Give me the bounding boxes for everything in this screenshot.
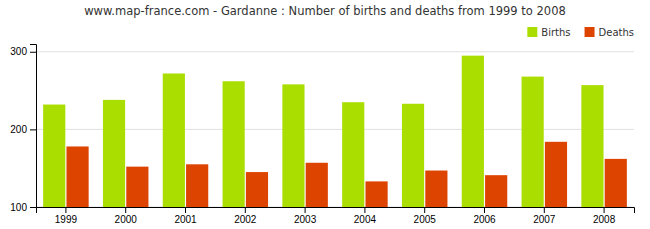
- y-tick-label: 100: [10, 202, 27, 213]
- title: www.map-france.com - Gardanne : Number o…: [84, 4, 566, 18]
- x-tick: 2001: [174, 207, 197, 225]
- x-tick-label: 2001: [174, 214, 197, 225]
- x-tick-label: 2008: [593, 214, 616, 225]
- legend-label: Births: [541, 27, 570, 38]
- bar: [605, 159, 627, 207]
- x-tick: 2000: [115, 207, 138, 225]
- legend-label: Deaths: [599, 27, 634, 38]
- x-tick-mark: [484, 207, 485, 213]
- bar: [365, 181, 387, 207]
- legend-swatch: [585, 27, 595, 37]
- x-tick-label: 2004: [354, 214, 377, 225]
- bars: [43, 56, 627, 207]
- bar: [246, 172, 268, 207]
- bar: [522, 77, 544, 207]
- grid: [36, 52, 634, 207]
- bar: [163, 73, 185, 207]
- grid-line: [36, 129, 634, 130]
- bar: [43, 105, 65, 207]
- bar: [282, 84, 304, 207]
- x-tick: 1999: [55, 207, 78, 225]
- bar: [66, 146, 88, 207]
- y-tick: 300: [10, 46, 36, 57]
- legend-item: Deaths: [585, 27, 634, 38]
- legend: Births Deaths: [527, 27, 634, 38]
- x-tick-mark: [65, 207, 66, 213]
- bar: [223, 81, 245, 207]
- x-tick-mark: [604, 207, 605, 213]
- bar-series: [66, 142, 626, 207]
- bar: [545, 142, 567, 207]
- y-tick-mark: [30, 129, 36, 130]
- y-tick-label: 200: [10, 124, 27, 135]
- bar: [103, 100, 125, 207]
- x-tick-mark: [305, 207, 306, 213]
- x-tick: 2008: [593, 207, 616, 225]
- x-tick: 2002: [234, 207, 257, 225]
- bar: [306, 163, 328, 207]
- bar: [342, 102, 364, 207]
- bar: [126, 167, 148, 207]
- bar-series: [43, 56, 603, 207]
- x-tick-mark: [424, 207, 425, 213]
- y-tick-label: 300: [10, 46, 27, 57]
- x-tick-mark: [245, 207, 246, 213]
- x-tick-label: 2002: [234, 214, 257, 225]
- x-tick-label: 2006: [473, 214, 496, 225]
- bar: [485, 175, 507, 207]
- bar: [186, 164, 208, 207]
- y-axis: 100 200 300: [10, 45, 36, 213]
- x-tick: 2003: [294, 207, 317, 225]
- x-tick: 2007: [533, 207, 556, 225]
- bar: [462, 56, 484, 207]
- bar: [581, 85, 603, 207]
- bar: [425, 171, 447, 207]
- y-tick: 200: [10, 124, 36, 135]
- y-axis-line: [30, 45, 37, 208]
- x-tick-label: 2000: [115, 214, 138, 225]
- x-tick-label: 2003: [294, 214, 317, 225]
- plot-area: 100 200 300 1999 2000 2001 2002 2003 2004 2005 200…: [10, 45, 634, 226]
- y-tick: 100: [10, 202, 36, 213]
- y-tick-mark: [30, 52, 36, 53]
- chart: 100 200 300 1999 2000 2001 2002 2003 2004 2005 200…: [0, 0, 650, 229]
- x-tick: 2005: [414, 207, 437, 225]
- legend-item: Births: [527, 27, 570, 38]
- x-tick-label: 1999: [55, 214, 78, 225]
- grid-line: [36, 51, 634, 52]
- x-axis-line: [37, 208, 635, 214]
- legend-swatch: [527, 27, 537, 37]
- x-tick-mark: [185, 207, 186, 213]
- x-tick: 2004: [354, 207, 377, 225]
- x-axis: 1999 2000 2001 2002 2003 2004 2005 2006 2007 2008: [37, 207, 635, 225]
- x-tick-label: 2007: [533, 214, 556, 225]
- x-tick: 2006: [473, 207, 496, 225]
- bar: [402, 104, 424, 207]
- x-tick-mark: [544, 207, 545, 213]
- x-tick-label: 2005: [414, 214, 437, 225]
- y-tick-mark: [30, 207, 36, 208]
- x-tick-mark: [364, 207, 365, 213]
- x-tick-mark: [125, 207, 126, 213]
